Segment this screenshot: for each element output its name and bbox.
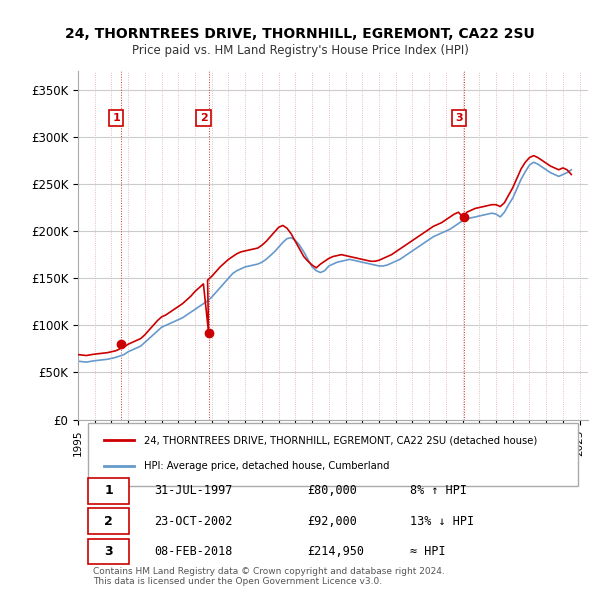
Text: 08-FEB-2018: 08-FEB-2018: [155, 545, 233, 558]
Text: 1: 1: [104, 484, 113, 497]
FancyBboxPatch shape: [88, 423, 578, 486]
Text: Contains HM Land Registry data © Crown copyright and database right 2024.: Contains HM Land Registry data © Crown c…: [94, 568, 445, 576]
Text: 3: 3: [455, 113, 463, 123]
Text: 24, THORNTREES DRIVE, THORNHILL, EGREMONT, CA22 2SU: 24, THORNTREES DRIVE, THORNHILL, EGREMON…: [65, 27, 535, 41]
Text: ≈ HPI: ≈ HPI: [409, 545, 445, 558]
Text: HPI: Average price, detached house, Cumberland: HPI: Average price, detached house, Cumb…: [145, 461, 390, 471]
Text: £80,000: £80,000: [308, 484, 358, 497]
Text: This data is licensed under the Open Government Licence v3.0.: This data is licensed under the Open Gov…: [94, 577, 382, 586]
Text: Price paid vs. HM Land Registry's House Price Index (HPI): Price paid vs. HM Land Registry's House …: [131, 44, 469, 57]
FancyBboxPatch shape: [88, 539, 129, 564]
Text: £214,950: £214,950: [308, 545, 365, 558]
Text: 24, THORNTREES DRIVE, THORNHILL, EGREMONT, CA22 2SU (detached house): 24, THORNTREES DRIVE, THORNHILL, EGREMON…: [145, 435, 538, 445]
Text: £92,000: £92,000: [308, 514, 358, 527]
Text: 31-JUL-1997: 31-JUL-1997: [155, 484, 233, 497]
Text: 3: 3: [104, 545, 113, 558]
FancyBboxPatch shape: [88, 478, 129, 504]
Text: 13% ↓ HPI: 13% ↓ HPI: [409, 514, 473, 527]
Text: 1: 1: [112, 113, 120, 123]
Text: 23-OCT-2002: 23-OCT-2002: [155, 514, 233, 527]
Text: 8% ↑ HPI: 8% ↑ HPI: [409, 484, 467, 497]
Text: 2: 2: [104, 514, 113, 527]
FancyBboxPatch shape: [88, 509, 129, 534]
Text: 2: 2: [200, 113, 208, 123]
